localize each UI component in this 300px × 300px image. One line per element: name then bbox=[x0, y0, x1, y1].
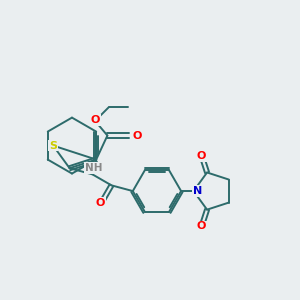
Text: N: N bbox=[193, 186, 202, 196]
Text: O: O bbox=[197, 151, 206, 161]
Text: O: O bbox=[132, 130, 142, 141]
Text: NH: NH bbox=[85, 163, 103, 173]
Text: O: O bbox=[90, 115, 100, 125]
Text: S: S bbox=[49, 141, 57, 151]
Text: O: O bbox=[197, 221, 206, 231]
Text: O: O bbox=[96, 197, 105, 208]
